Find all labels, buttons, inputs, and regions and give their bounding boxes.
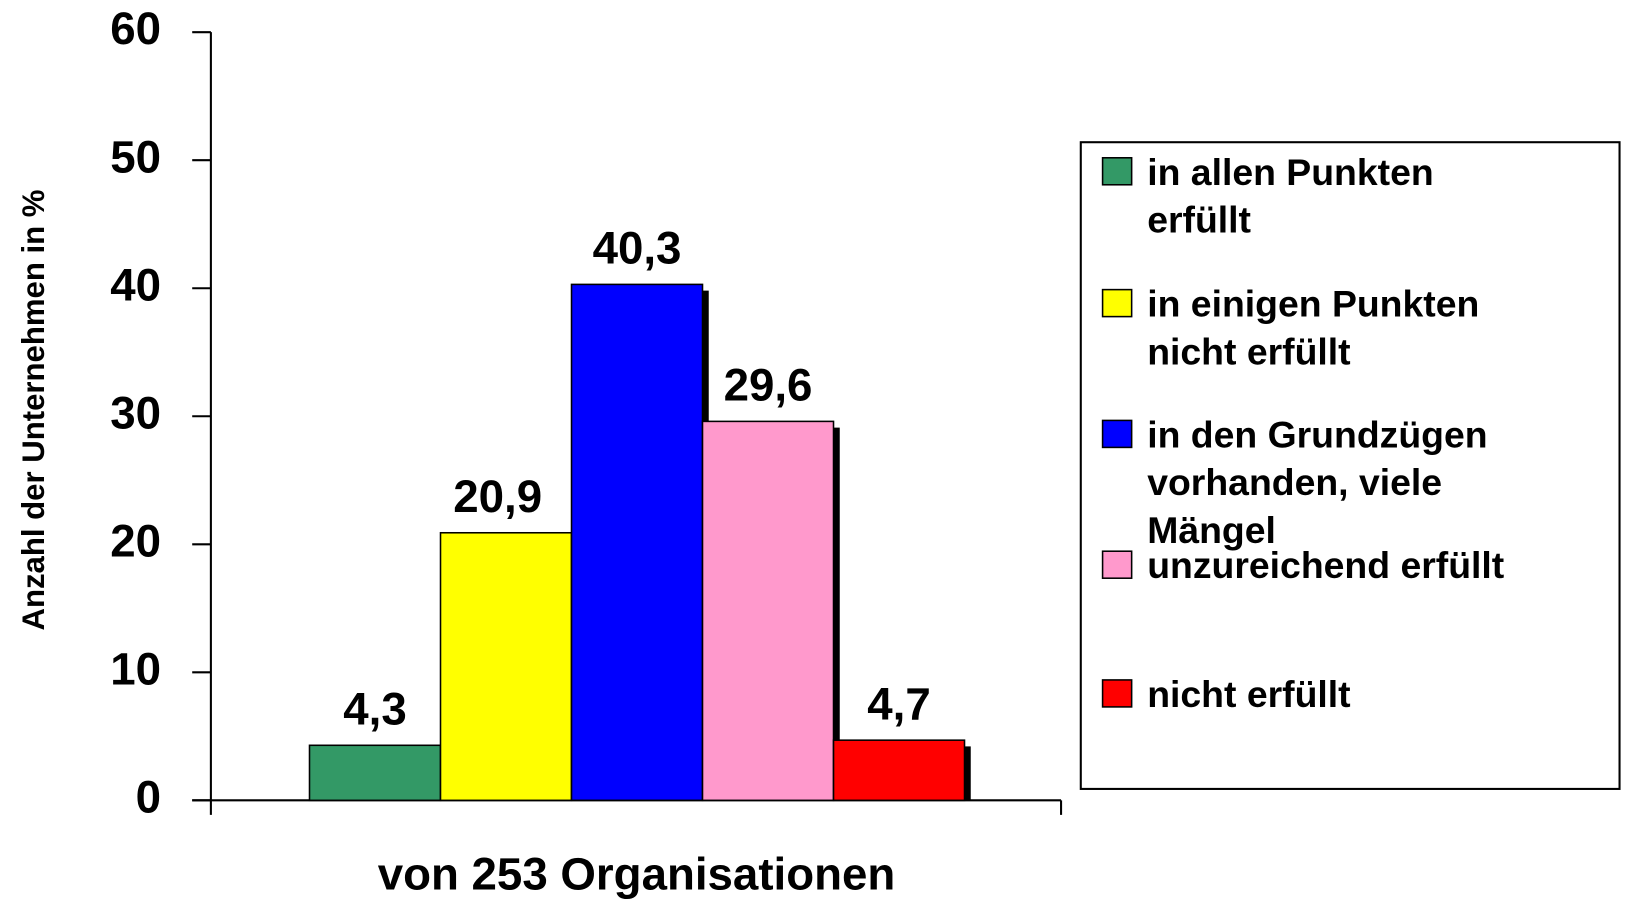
y-tick-label: 40 (110, 259, 161, 310)
data-label: 40,3 (593, 223, 682, 274)
y-tick-label: 30 (110, 387, 161, 438)
legend-label: nicht erfüllt (1147, 673, 1350, 715)
legend-label: in den Grundzügen vorhanden, viele Mänge… (1147, 413, 1498, 551)
data-label: 4,7 (867, 678, 930, 729)
bar (570, 283, 704, 802)
legend-label: in allen Punkten erfüllt (1147, 151, 1444, 241)
data-label: 4,3 (343, 684, 406, 735)
legend-box (1079, 141, 1621, 790)
legend-swatch (1101, 550, 1133, 579)
legend-label: in einigen Punkten nicht erfüllt (1147, 283, 1490, 373)
y-tick-label: 10 (110, 643, 161, 694)
bar (832, 739, 966, 802)
data-label: 20,9 (453, 471, 542, 522)
legend-swatch (1101, 679, 1133, 708)
data-label: 29,6 (724, 360, 813, 411)
bar (439, 531, 573, 802)
legend-swatch (1101, 419, 1133, 449)
legend-label: unzureichend erfüllt (1147, 544, 1504, 586)
bar (701, 420, 835, 802)
y-tick-label: 20 (110, 515, 161, 566)
y-tick-label: 0 (136, 771, 161, 822)
x-tick-label: von 253 Organisationen (378, 849, 896, 900)
y-tick-label: 60 (110, 3, 161, 54)
bar (308, 744, 442, 802)
y-axis-label: Anzahl der Unternehmen in % (16, 190, 51, 631)
legend-swatch (1101, 157, 1133, 186)
legend-swatch (1101, 288, 1133, 318)
y-tick-label: 50 (110, 131, 161, 182)
